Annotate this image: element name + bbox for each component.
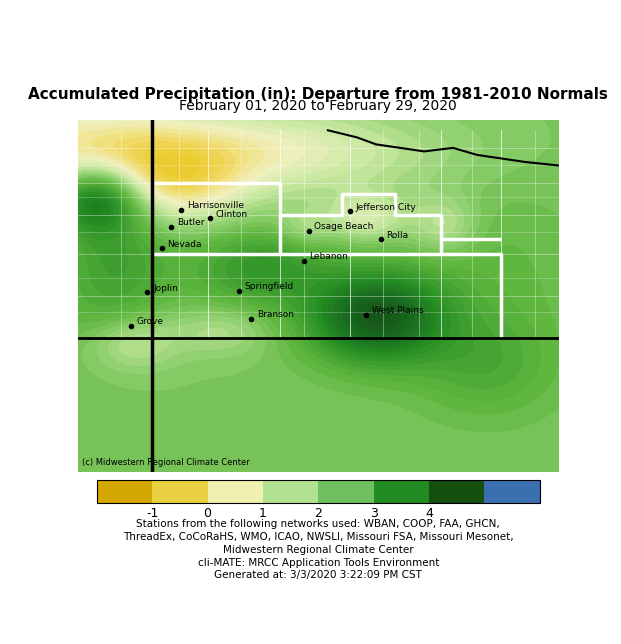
Text: Springfield: Springfield [245,282,294,291]
Bar [484,480,540,503]
Text: -1: -1 [146,507,158,520]
Text: Nevada: Nevada [168,240,202,249]
Bar [429,480,484,503]
Bar [263,480,318,503]
Text: Midwestern Regional Climate Center: Midwestern Regional Climate Center [223,545,414,554]
Text: Joplin: Joplin [153,283,178,292]
Bar [97,480,152,503]
Text: ThreadEx, CoCoRaHS, WMO, ICAO, NWSLI, Missouri FSA, Missouri Mesonet,: ThreadEx, CoCoRaHS, WMO, ICAO, NWSLI, Mi… [123,532,514,542]
Text: cli-MATE: MRCC Application Tools Environment: cli-MATE: MRCC Application Tools Environ… [197,558,439,567]
Text: Generated at: 3/3/2020 3:22:09 PM CST: Generated at: 3/3/2020 3:22:09 PM CST [214,570,422,580]
Text: Branson: Branson [256,310,294,319]
Text: 3: 3 [369,507,378,520]
Text: 2: 2 [314,507,322,520]
Bar [152,480,207,503]
Text: Stations from the following networks used: WBAN, COOP, FAA, GHCN,: Stations from the following networks use… [137,519,500,529]
Bar [207,480,263,503]
Bar [318,480,374,503]
Text: Clinton: Clinton [215,209,248,218]
Text: (c) Midwestern Regional Climate Center: (c) Midwestern Regional Climate Center [83,458,250,467]
Text: Harrisonville: Harrisonville [187,201,244,210]
Text: February 01, 2020 to February 29, 2020: February 01, 2020 to February 29, 2020 [179,99,457,113]
Text: Jefferson City: Jefferson City [355,202,416,211]
Bar [97,480,540,503]
Text: Rolla: Rolla [387,231,409,240]
Text: West Plains: West Plains [372,307,424,316]
Text: Butler: Butler [177,218,205,227]
Text: Accumulated Precipitation (in): Departure from 1981-2010 Normals: Accumulated Precipitation (in): Departur… [29,87,608,102]
Text: 0: 0 [204,507,212,520]
Text: Lebanon: Lebanon [310,252,348,261]
Text: 1: 1 [259,507,267,520]
Text: Osage Beach: Osage Beach [314,222,374,231]
Bar [374,480,429,503]
Text: 4: 4 [425,507,433,520]
Text: Grove: Grove [137,317,163,326]
